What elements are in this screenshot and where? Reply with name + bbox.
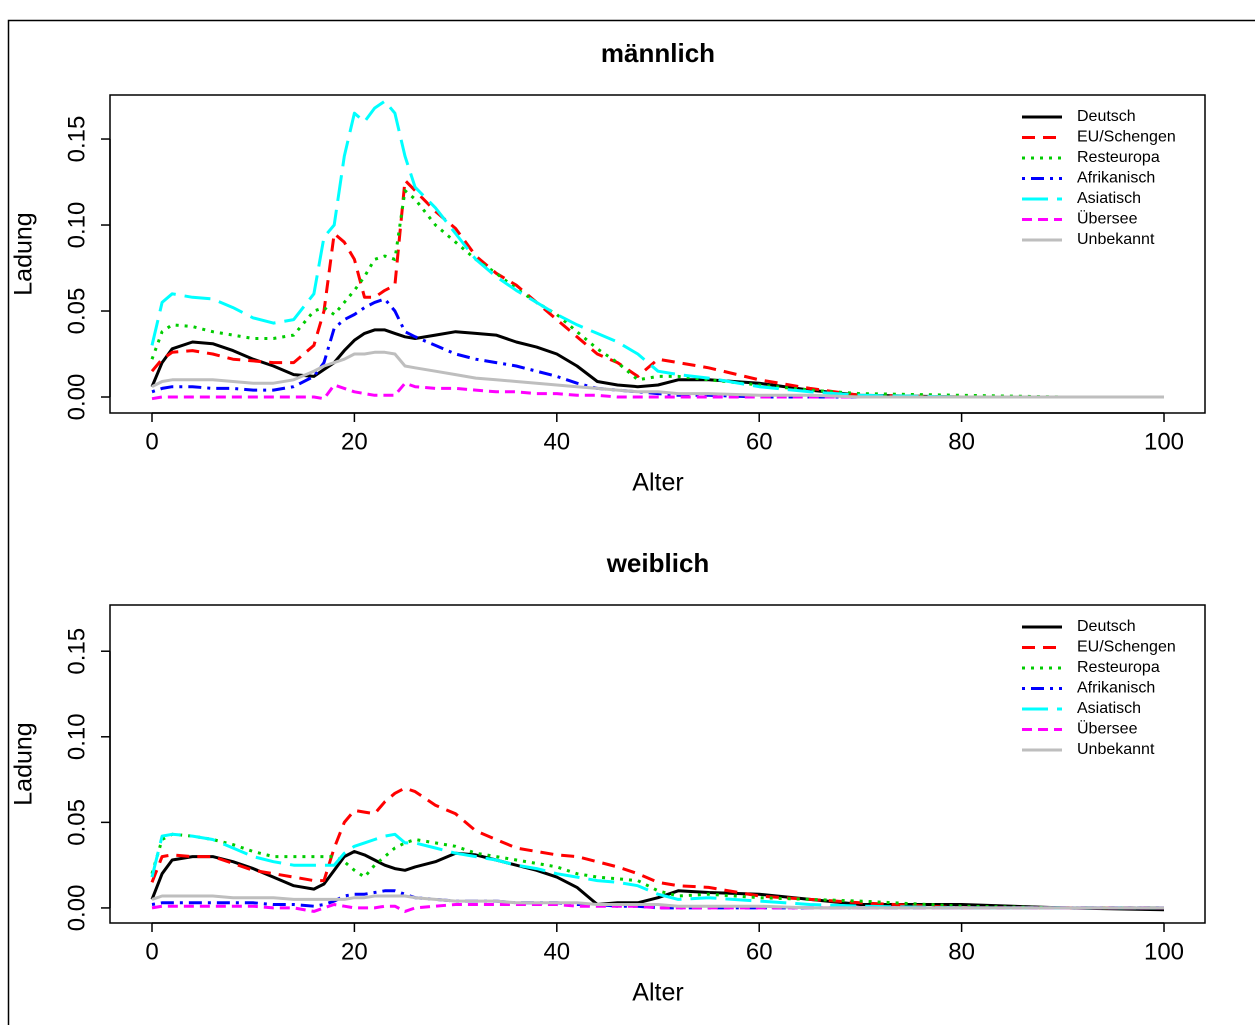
- series-line: [150, 189, 1164, 399]
- series-line: [151, 381, 1164, 401]
- y-tick-label: 0.10: [63, 713, 90, 760]
- x-axis-title: Alter: [632, 469, 683, 497]
- x-tick-label: 40: [543, 938, 570, 965]
- x-tick-label: 0: [145, 428, 158, 455]
- x-tick-label: 20: [341, 938, 368, 965]
- series-line: [150, 99, 1164, 399]
- y-axis-title: Ladung: [10, 722, 38, 805]
- x-tick-label: 40: [543, 428, 570, 455]
- y-tick-label: 0.15: [63, 116, 90, 163]
- series-line: [150, 178, 1164, 399]
- y-tick-label: 0.00: [63, 374, 90, 421]
- plot-box: [109, 604, 1206, 924]
- series-line: [150, 786, 1164, 910]
- y-tick-label: 0.15: [63, 628, 90, 675]
- x-tick-label: 100: [1144, 938, 1184, 965]
- legend-label: Asiatisch: [1077, 700, 1141, 717]
- legend-label: Deutsch: [1077, 618, 1136, 635]
- y-tick-label: 0.05: [63, 799, 90, 846]
- x-tick-label: 80: [948, 428, 975, 455]
- legend-label: EU/Schengen: [1077, 639, 1176, 656]
- plot-box: [109, 94, 1206, 414]
- x-tick-label: 20: [341, 428, 368, 455]
- legend-label: Afrikanisch: [1077, 680, 1155, 697]
- legend-label: Deutsch: [1077, 108, 1136, 125]
- legend-label: Übersee: [1077, 720, 1138, 738]
- legend-label: Afrikanisch: [1077, 170, 1155, 187]
- series-line: [150, 832, 1164, 910]
- x-tick-label: 0: [145, 938, 158, 965]
- x-tick-label: 60: [746, 428, 773, 455]
- y-axis-title: Ladung: [10, 212, 38, 295]
- panel-title: männlich: [601, 38, 715, 68]
- series-line: [151, 350, 1164, 399]
- legend-label: Unbekannt: [1077, 741, 1155, 758]
- x-tick-label: 100: [1144, 428, 1184, 455]
- x-tick-label: 60: [746, 938, 773, 965]
- x-axis-title: Alter: [632, 979, 683, 1007]
- legend-label: Übersee: [1077, 210, 1138, 228]
- panel-title: weiblich: [606, 548, 710, 578]
- figure-border: [7, 19, 1255, 1025]
- series-line: [150, 850, 1165, 912]
- series-line: [150, 328, 1164, 399]
- x-tick-label: 80: [948, 938, 975, 965]
- series-line: [151, 297, 1164, 399]
- legend-label: EU/Schengen: [1077, 129, 1176, 146]
- y-tick-label: 0.10: [63, 202, 90, 249]
- legend-label: Resteuropa: [1077, 149, 1160, 166]
- series-line: [151, 903, 1164, 913]
- y-tick-label: 0.00: [63, 885, 90, 932]
- legend-label: Asiatisch: [1077, 190, 1141, 207]
- legend-label: Unbekannt: [1077, 231, 1155, 248]
- y-tick-label: 0.05: [63, 288, 90, 335]
- legend-label: Resteuropa: [1077, 659, 1160, 676]
- series-line: [151, 894, 1164, 910]
